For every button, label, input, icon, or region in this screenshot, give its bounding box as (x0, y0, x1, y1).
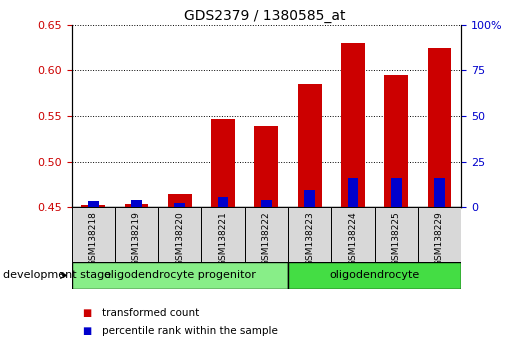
Text: GSM138224: GSM138224 (348, 211, 357, 266)
Text: GSM138221: GSM138221 (218, 211, 227, 266)
Bar (115, 207, 158, 262)
Bar (174, 202, 185, 207)
Bar (81, 205, 105, 207)
Text: GDS2379 / 1380585_at: GDS2379 / 1380585_at (184, 9, 346, 23)
Bar (72, 207, 115, 262)
Bar (341, 43, 365, 207)
Bar (131, 200, 142, 207)
Bar (304, 190, 315, 207)
Bar (428, 48, 452, 207)
Bar (201, 207, 245, 262)
Bar (375, 207, 418, 262)
Text: transformed count: transformed count (102, 308, 199, 318)
Bar (288, 207, 331, 262)
Bar (125, 204, 148, 207)
Bar (391, 178, 402, 207)
Bar (168, 194, 192, 207)
Bar (384, 75, 408, 207)
Bar (254, 126, 278, 207)
Bar (348, 178, 358, 207)
Text: oligodendrocyte progenitor: oligodendrocyte progenitor (104, 270, 255, 280)
Text: oligodendrocyte: oligodendrocyte (330, 270, 420, 280)
Bar (418, 207, 461, 262)
Bar (261, 200, 272, 207)
Bar (245, 207, 288, 262)
Bar (211, 119, 235, 207)
Text: GSM138220: GSM138220 (175, 211, 184, 266)
Text: GSM138223: GSM138223 (305, 211, 314, 266)
Bar (88, 201, 99, 207)
Text: ■: ■ (82, 308, 91, 318)
Bar (288, 262, 461, 289)
Text: GSM138222: GSM138222 (262, 211, 271, 266)
Text: GSM138218: GSM138218 (89, 211, 98, 266)
Bar (298, 84, 322, 207)
Text: ■: ■ (82, 326, 91, 336)
Text: GSM138229: GSM138229 (435, 211, 444, 266)
Text: GSM138225: GSM138225 (392, 211, 401, 266)
Text: development stage: development stage (3, 270, 111, 280)
Bar (434, 178, 445, 207)
Bar (218, 197, 228, 207)
Bar (331, 207, 375, 262)
Bar (72, 262, 288, 289)
Text: GSM138219: GSM138219 (132, 211, 141, 266)
Bar (158, 207, 201, 262)
Text: percentile rank within the sample: percentile rank within the sample (102, 326, 278, 336)
